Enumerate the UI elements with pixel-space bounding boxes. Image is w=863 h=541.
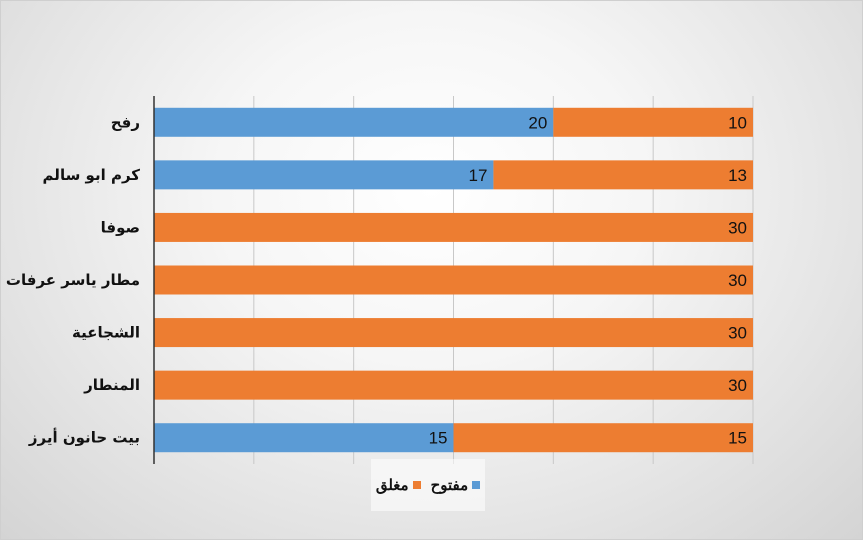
data-label-open: 15 (429, 429, 448, 448)
bar-open (154, 160, 494, 190)
data-label-open: 20 (528, 113, 547, 132)
legend-swatch-closed (412, 481, 421, 489)
legend: مفتوح مغلق (371, 459, 485, 511)
category-label: كرم ابو سالم (43, 166, 141, 184)
data-label-closed: 30 (728, 218, 747, 237)
bar-closed (154, 318, 753, 348)
bar-closed (553, 107, 753, 137)
category-label: المنطار (83, 376, 140, 394)
data-label-closed: 15 (728, 429, 747, 448)
data-label-closed: 13 (728, 166, 747, 185)
data-label-closed: 30 (728, 324, 747, 343)
legend-label-open: مفتوح (430, 477, 469, 494)
data-label-closed: 30 (728, 376, 747, 395)
data-label-closed: 10 (728, 113, 747, 132)
bar-open (154, 423, 454, 453)
legend-item-open: مفتوح (431, 476, 481, 494)
category-label: صوفا (101, 218, 140, 236)
bar-open (154, 107, 554, 137)
legend-item-closed: مغلق (376, 476, 421, 494)
bar-closed (493, 160, 753, 190)
category-label: بيت حانون أيرز (28, 428, 140, 447)
bar-closed (453, 423, 753, 453)
category-label: مطار ياسر عرفات الدولي (1, 271, 140, 289)
category-label: الشجاعية (72, 324, 140, 342)
bar-closed (154, 370, 753, 400)
data-label-closed: 30 (728, 271, 747, 290)
bar-closed (154, 265, 753, 295)
legend-swatch-open (472, 481, 481, 489)
legend-label-closed: مغلق (375, 477, 409, 494)
bar-closed (154, 212, 753, 242)
category-label: رفح (111, 113, 140, 131)
data-label-open: 17 (469, 166, 488, 185)
